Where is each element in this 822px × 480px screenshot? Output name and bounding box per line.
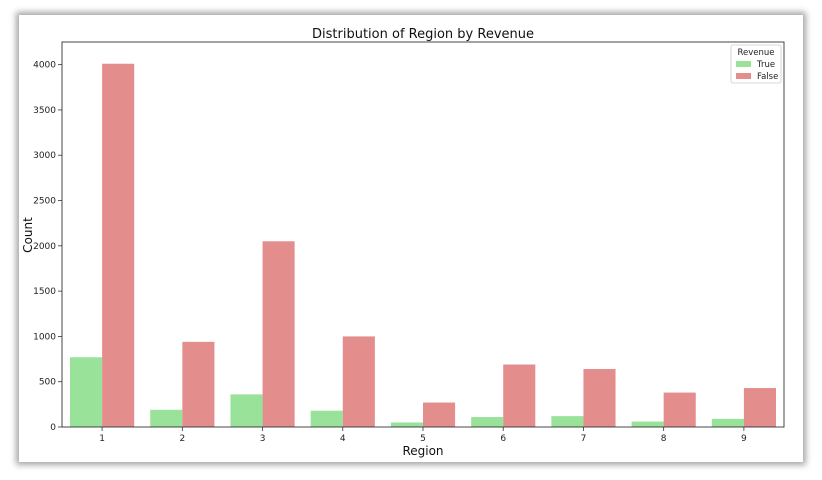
x-tick-label-8: 8 <box>661 434 667 444</box>
y-axis-title: Count <box>21 217 35 253</box>
bar-false-4 <box>342 336 375 427</box>
chart-frame <box>19 15 803 462</box>
bar-false-2 <box>182 341 215 427</box>
x-axis-title: Region <box>402 444 443 458</box>
bar-true-3 <box>230 394 263 427</box>
bar-false-9 <box>743 388 776 427</box>
bar-false-8 <box>663 392 696 427</box>
x-tick-label-7: 7 <box>581 434 587 444</box>
bar-false-1 <box>102 63 135 427</box>
x-tick-label-5: 5 <box>420 434 426 444</box>
chart-title: Distribution of Region by Revenue <box>312 27 534 42</box>
legend-title: Revenue <box>737 48 774 58</box>
bar-true-2 <box>150 409 183 427</box>
bar-false-5 <box>423 402 456 427</box>
bar-true-6 <box>471 417 504 427</box>
legend-label-false: False <box>757 72 778 82</box>
y-tick-label-2500: 2500 <box>33 197 56 207</box>
legend-swatch-true <box>736 61 751 67</box>
legend-swatch-false <box>736 73 751 79</box>
y-tick-label-0: 0 <box>50 423 56 433</box>
x-tick-label-2: 2 <box>179 434 185 444</box>
plot-border <box>61 41 785 428</box>
y-tick-label-1000: 1000 <box>33 332 56 342</box>
x-tick-label-4: 4 <box>340 434 346 444</box>
y-tick-label-3500: 3500 <box>33 106 56 116</box>
bar-false-3 <box>262 241 295 427</box>
x-tick-label-9: 9 <box>741 434 747 444</box>
bar-true-8 <box>631 421 664 427</box>
bar-false-6 <box>503 364 536 427</box>
y-tick-label-500: 500 <box>39 378 56 388</box>
bar-true-9 <box>711 418 744 427</box>
bar-true-7 <box>551 416 584 427</box>
x-tick-label-1: 1 <box>99 434 105 444</box>
y-tick-label-4000: 4000 <box>33 61 56 71</box>
plot-area: 1 2 3 4 5 6 7 8 9 0 500 1000 1500 2000 2500 3000 3500 400… <box>33 41 785 444</box>
y-tick-label-3000: 3000 <box>33 151 56 161</box>
x-tick-label-6: 6 <box>500 434 506 444</box>
legend-label-true: True <box>756 60 775 70</box>
bar-true-1 <box>70 357 103 427</box>
bar-true-5 <box>390 422 423 427</box>
bar-true-4 <box>310 410 343 427</box>
y-tick-label-2000: 2000 <box>33 242 56 252</box>
bar-false-7 <box>583 369 616 427</box>
x-tick-label-3: 3 <box>260 434 266 444</box>
y-tick-label-1500: 1500 <box>33 287 56 297</box>
